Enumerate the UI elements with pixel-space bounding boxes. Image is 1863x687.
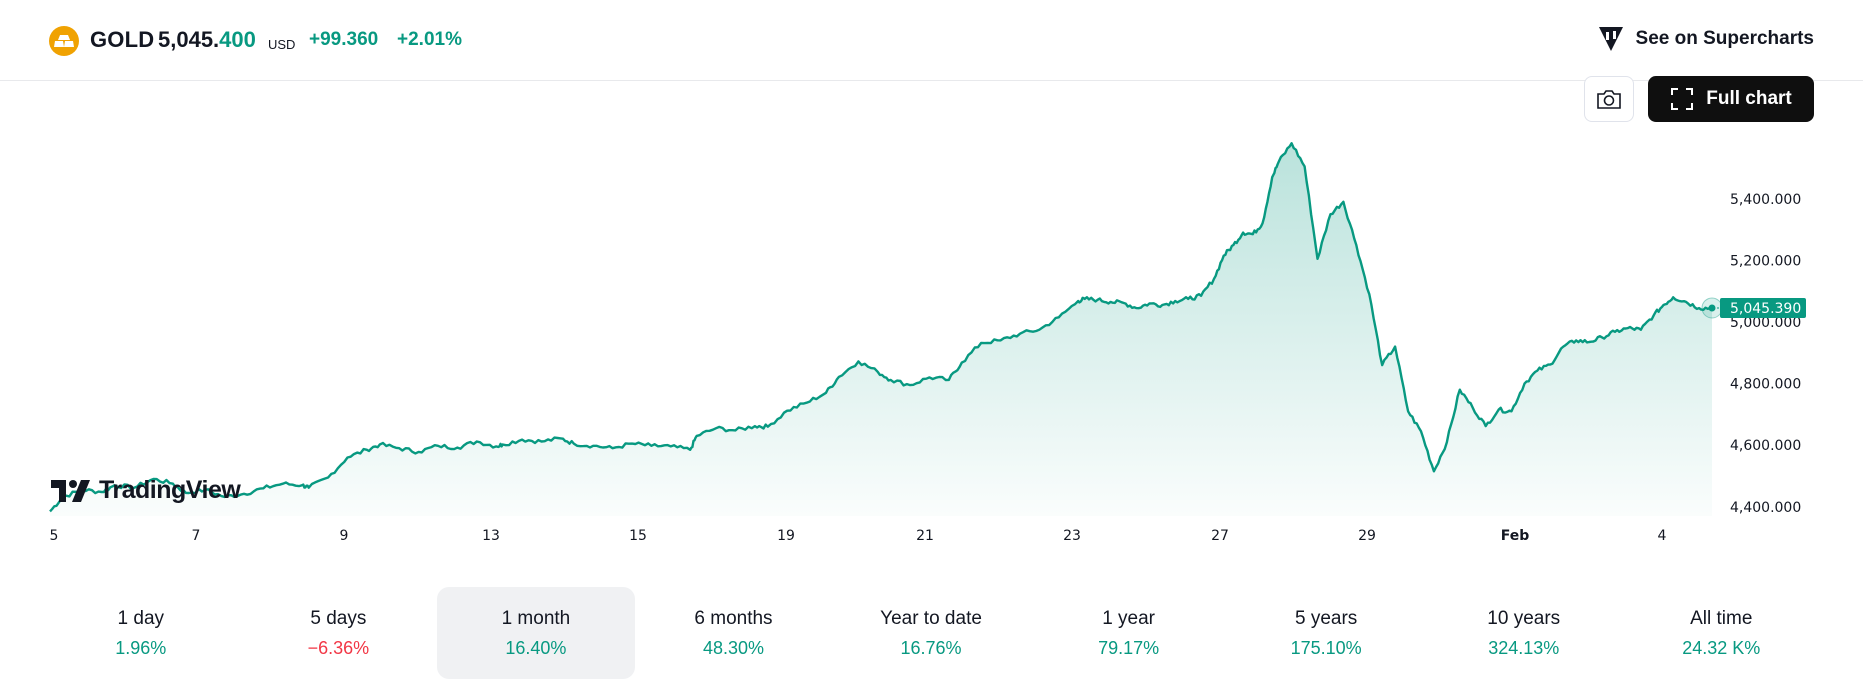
y-tick-label: 5,000.000: [1730, 315, 1801, 331]
period-change: −6.36%: [307, 637, 370, 658]
full-chart-label: Full chart: [1706, 88, 1792, 109]
period-label: 6 months: [694, 607, 773, 629]
y-tick-label: 5,400.000: [1730, 192, 1801, 208]
period-change: 1.96%: [115, 637, 167, 658]
snapshot-button[interactable]: [1584, 76, 1634, 122]
symbol-header: GOLD 5,045.400 USD +99.360 +2.01% See on…: [0, 0, 1863, 81]
x-tick-label: 29: [1358, 528, 1376, 544]
x-tick-label: 9: [340, 528, 349, 544]
supercharts-label: See on Supercharts: [1635, 28, 1814, 49]
x-tick-label: 5: [50, 528, 59, 544]
price-line: [49, 142, 1712, 513]
price-chart[interactable]: 5,400.000 5,200.000 5,000.000 4,800.000 4,60…: [0, 81, 1863, 551]
period-selector: 1 day 1.96% 5 days −6.36% 1 month 16.40% 6 mon…: [42, 587, 1820, 679]
period-label: 1 year: [1102, 607, 1155, 629]
last-price-marker: 5,045.390: [1701, 297, 1806, 319]
period-label: 1 day: [117, 607, 165, 629]
last-price-label-bg: [1720, 297, 1806, 318]
last-price-label: 5,045.390: [1730, 301, 1801, 317]
y-tick-label: 4,400.000: [1730, 500, 1801, 516]
x-tick-label: 4: [1658, 528, 1667, 544]
period-label: 10 years: [1487, 607, 1561, 629]
fullscreen-icon: [1671, 88, 1694, 110]
period-label: 1 month: [501, 607, 571, 629]
y-tick-label: 5,200.000: [1730, 253, 1801, 269]
symbol-name: GOLD: [90, 27, 155, 52]
period-change: 79.17%: [1098, 637, 1160, 658]
x-tick-label: Feb: [1501, 528, 1530, 544]
period-change: 24.32 K%: [1682, 637, 1761, 658]
price-area-fill: [50, 143, 1712, 517]
y-tick-label: 4,600.000: [1730, 438, 1801, 454]
period-tab[interactable]: 10 years 324.13%: [1425, 587, 1623, 679]
period-label: Year to date: [880, 607, 982, 629]
period-label: 5 days: [310, 607, 367, 629]
period-label: All time: [1690, 607, 1753, 629]
last-price: 5,045.400: [158, 27, 256, 53]
currency: USD: [268, 37, 296, 52]
x-tick-label: 21: [916, 528, 934, 544]
period-change: 16.40%: [505, 637, 567, 658]
x-tick-label: 27: [1211, 528, 1229, 544]
full-chart-button[interactable]: Full chart: [1648, 76, 1814, 122]
period-tab[interactable]: Year to date 16.76%: [832, 587, 1030, 679]
period-change: 324.13%: [1488, 637, 1560, 658]
period-change: 16.76%: [900, 637, 962, 658]
x-tick-label: 23: [1063, 528, 1081, 544]
period-tab[interactable]: 1 day 1.96%: [42, 587, 240, 679]
brand-name: TradingView: [99, 476, 241, 504]
period-tab[interactable]: 5 days −6.36%: [240, 587, 438, 679]
period-change: 175.10%: [1290, 637, 1362, 658]
y-tick-label: 4,800.000: [1730, 377, 1801, 393]
price-decimals: 400: [219, 27, 256, 52]
price-change-percent: +2.01%: [397, 29, 462, 50]
tradingview-logo-icon: [51, 479, 90, 502]
price-main: 5,045.: [158, 27, 220, 52]
gold-bars-icon: [49, 26, 79, 56]
see-on-supercharts-link[interactable]: See on Supercharts: [1596, 25, 1814, 53]
x-tick-label: 15: [629, 528, 647, 544]
price-change: +99.360: [309, 29, 379, 50]
x-tick-label: 7: [192, 528, 201, 544]
x-tick-label: 13: [482, 528, 500, 544]
tradingview-watermark: TradingView: [51, 476, 241, 505]
period-label: 5 years: [1295, 607, 1358, 629]
supercharts-icon: [1598, 27, 1623, 51]
period-tab[interactable]: 5 years 175.10%: [1227, 587, 1425, 679]
x-tick-label: 19: [777, 528, 795, 544]
period-tab[interactable]: 6 months 48.30%: [635, 587, 833, 679]
camera-icon: [1597, 90, 1621, 109]
period-tab[interactable]: 1 month 16.40%: [437, 587, 635, 679]
period-change: 48.30%: [702, 637, 764, 658]
period-tab[interactable]: 1 year 79.17%: [1030, 587, 1228, 679]
period-tab[interactable]: All time 24.32 K%: [1623, 587, 1821, 679]
